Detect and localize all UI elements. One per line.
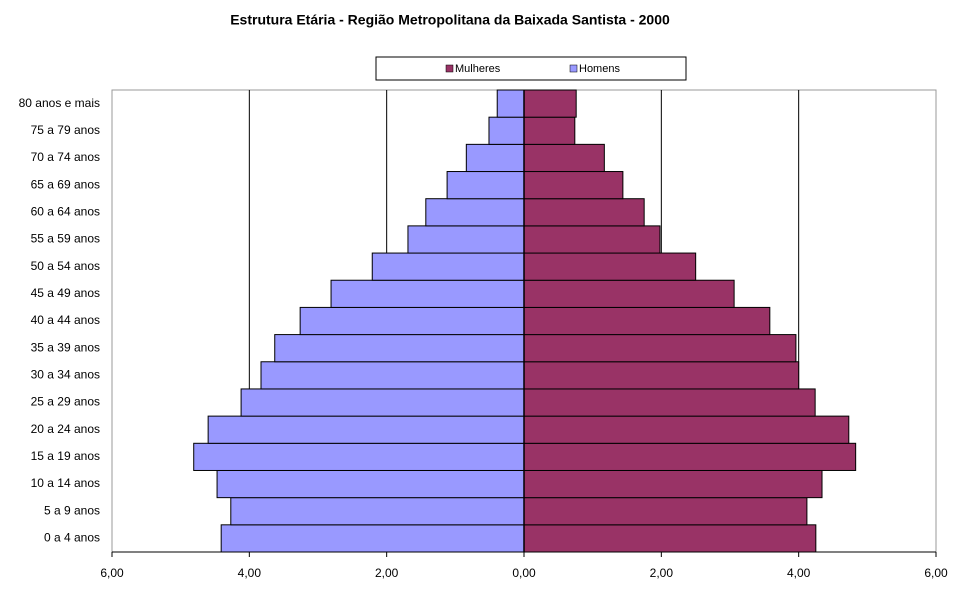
bar	[523, 469, 823, 499]
x-tick-label: 0,00	[512, 566, 536, 580]
bar	[299, 306, 525, 336]
x-tick-label: 4,00	[238, 566, 262, 580]
bar	[523, 388, 816, 417]
bar	[523, 279, 735, 308]
bar	[230, 497, 525, 526]
bar	[207, 415, 525, 444]
bar	[523, 143, 605, 173]
y-tick-label: 70 a 74 anos	[31, 150, 100, 164]
bar	[193, 442, 525, 471]
bar	[330, 279, 525, 308]
bar	[523, 252, 697, 281]
y-tick-label: 35 a 39 anos	[31, 340, 100, 354]
y-tick-label: 20 a 24 anos	[31, 422, 100, 436]
bar	[523, 171, 624, 200]
bar	[523, 442, 857, 471]
bar	[446, 171, 525, 200]
x-tick-label: 4,00	[787, 566, 811, 580]
x-tick-label: 6,00	[100, 566, 124, 580]
chart-title: Estrutura Etária - Região Metropolitana …	[230, 12, 670, 28]
bar	[523, 306, 771, 336]
bar	[523, 89, 577, 118]
x-tick-label: 2,00	[650, 566, 674, 580]
legend	[375, 56, 687, 81]
y-tick-label: 25 a 29 anos	[31, 395, 100, 409]
y-tick-label: 5 a 9 anos	[44, 503, 100, 517]
bar	[260, 361, 525, 390]
bar	[465, 143, 525, 173]
bar	[523, 334, 797, 363]
bar	[488, 116, 525, 145]
y-tick-label: 10 a 14 anos	[31, 476, 100, 490]
bar	[407, 225, 525, 254]
bar	[371, 252, 525, 281]
bar	[216, 469, 525, 499]
y-tick-label: 45 a 49 anos	[31, 286, 100, 300]
y-tick-label: 65 a 69 anos	[31, 177, 100, 191]
bar	[496, 89, 525, 118]
legend-swatch	[445, 64, 454, 73]
y-tick-label: 50 a 54 anos	[31, 259, 100, 273]
y-tick-label: 0 a 4 anos	[44, 531, 100, 545]
bar	[425, 198, 525, 227]
y-tick-label: 75 a 79 anos	[31, 123, 100, 137]
legend-label: Mulheres	[455, 63, 501, 75]
x-tick-label: 6,00	[924, 566, 948, 580]
y-tick-label: 15 a 19 anos	[31, 449, 100, 463]
legend-label: Homens	[579, 63, 620, 75]
y-tick-label: 40 a 44 anos	[31, 313, 100, 327]
legend-swatch	[569, 64, 578, 73]
bar	[240, 388, 525, 417]
bar	[523, 361, 800, 390]
y-tick-label: 30 a 34 anos	[31, 368, 100, 382]
bar	[523, 198, 645, 227]
bar	[523, 497, 808, 526]
bar	[220, 524, 525, 553]
bar	[523, 415, 850, 444]
y-tick-label: 80 anos e mais	[19, 96, 100, 110]
bar	[274, 334, 525, 363]
bar	[523, 225, 661, 254]
y-tick-label: 55 a 59 anos	[31, 232, 100, 246]
bar	[523, 524, 817, 553]
bar	[523, 116, 576, 145]
x-tick-label: 2,00	[375, 566, 399, 580]
y-tick-label: 60 a 64 anos	[31, 204, 100, 218]
